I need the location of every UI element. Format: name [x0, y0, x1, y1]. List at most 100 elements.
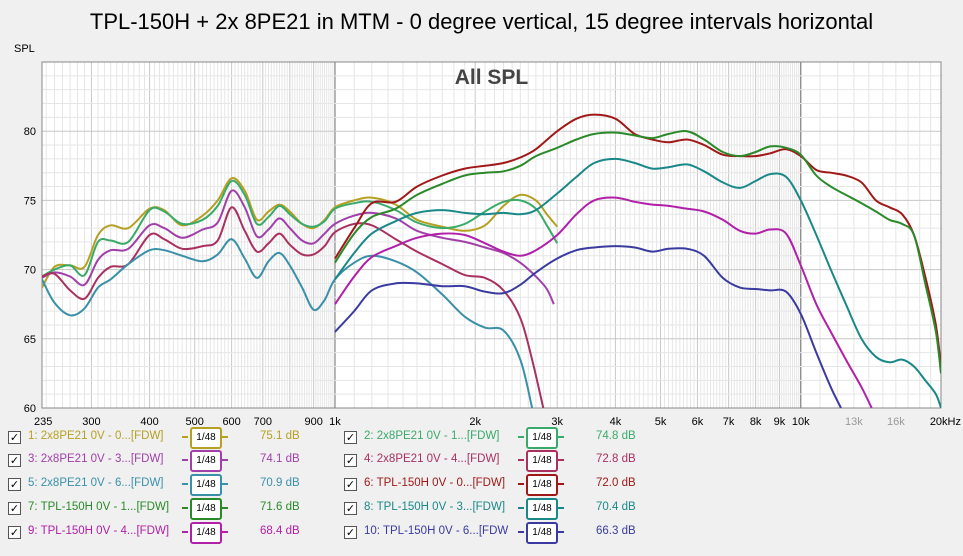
legend-level: 70.4 dB [596, 501, 636, 513]
visibility-checkbox[interactable]: ✓ [8, 526, 21, 539]
legend-swatch-right [222, 483, 228, 485]
legend-level: 72.0 dB [596, 477, 636, 489]
x-tick-label: 235 [34, 416, 52, 428]
legend-item[interactable]: ✓ 4: 2x8PE21 0V - 4...[FDW] 1/48 72.8 dB [344, 450, 674, 472]
legend-swatch-left [518, 483, 524, 485]
legend-series-name: 1: 2x8PE21 0V - 0...[FDW] [28, 430, 164, 442]
y-tick-label: 65 [24, 334, 36, 346]
legend-series-name: 5: 2x8PE21 0V - 6...[FDW] [28, 477, 164, 489]
legend-item[interactable]: ✓ 6: TPL-150H 0V - 0...[FDW] 1/48 72.0 dB [344, 474, 674, 496]
series-group [42, 113, 941, 408]
legend-item[interactable]: ✓ 10: TPL-150H 0V - 6...[FDW 1/48 66.3 dB [344, 522, 674, 544]
visibility-checkbox[interactable]: ✓ [344, 526, 357, 539]
legend-swatch-right [558, 483, 564, 485]
axis-labels: All SPL SPL 60 65 70 75 80 235 300 400 500 600 700 90… [14, 43, 961, 428]
legend-swatch-right [222, 531, 228, 533]
legend-level: 70.9 dB [260, 477, 300, 489]
series-line-1 [42, 177, 558, 289]
legend-swatch-right [222, 507, 228, 509]
visibility-checkbox[interactable]: ✓ [8, 431, 21, 444]
smoothing-button[interactable]: 1/48 [190, 474, 222, 496]
legend-level: 72.8 dB [596, 453, 636, 465]
smoothing-button[interactable]: 1/48 [526, 498, 558, 520]
smoothing-button[interactable]: 1/48 [190, 427, 222, 449]
visibility-checkbox[interactable]: ✓ [344, 502, 357, 515]
smoothing-button[interactable]: 1/48 [190, 522, 222, 544]
plot-frame [41, 61, 942, 409]
chart-title: All SPL [455, 66, 529, 89]
legend-swatch-left [518, 459, 524, 461]
visibility-checkbox[interactable]: ✓ [344, 431, 357, 444]
x-tick-label: 4k [610, 416, 622, 428]
series-line-8 [334, 157, 941, 408]
x-tick-label: 600 [222, 416, 240, 428]
legend-swatch-right [558, 531, 564, 533]
legend-item[interactable]: ✓ 2: 2x8PE21 0V - 1...[FDW] 1/48 74.8 dB [344, 427, 674, 449]
x-tick-label: 2k [469, 416, 481, 428]
legend-swatch-right [558, 507, 564, 509]
legend-series-name: 7: TPL-150H 0V - 1...[FDW] [28, 501, 170, 513]
legend-swatch-left [182, 436, 188, 438]
series-line-6 [334, 113, 941, 367]
legend-level: 75.1 dB [260, 430, 300, 442]
visibility-checkbox[interactable]: ✓ [344, 454, 357, 467]
visibility-checkbox[interactable]: ✓ [8, 454, 21, 467]
x-tick-label: 6k [692, 416, 704, 428]
x-tick-label: 3k [551, 416, 563, 428]
x-tick-label: 13k [845, 416, 863, 428]
visibility-checkbox[interactable]: ✓ [344, 478, 357, 491]
x-tick-label: 8k [750, 416, 762, 428]
legend-item[interactable]: ✓ 5: 2x8PE21 0V - 6...[FDW] 1/48 70.9 dB [8, 474, 338, 496]
series-line-7 [334, 130, 941, 374]
smoothing-button[interactable]: 1/48 [526, 522, 558, 544]
smoothing-button[interactable]: 1/48 [526, 474, 558, 496]
series-line-10 [334, 245, 842, 408]
legend-swatch-left [518, 507, 524, 509]
legend-swatch-left [182, 483, 188, 485]
legend-level: 74.8 dB [596, 430, 636, 442]
legend-series-name: 2: 2x8PE21 0V - 1...[FDW] [364, 430, 500, 442]
y-tick-label: 60 [24, 403, 36, 415]
visibility-checkbox[interactable]: ✓ [8, 502, 21, 515]
legend-series-name: 4: 2x8PE21 0V - 4...[FDW] [364, 453, 500, 465]
legend-swatch-left [182, 531, 188, 533]
legend-swatch-right [558, 436, 564, 438]
smoothing-button[interactable]: 1/48 [526, 427, 558, 449]
y-tick-label: 70 [24, 265, 36, 277]
x-tick-label: 9k [774, 416, 786, 428]
series-line-9 [334, 196, 873, 408]
visibility-checkbox[interactable]: ✓ [8, 478, 21, 491]
legend-series-name: 10: TPL-150H 0V - 6...[FDW [364, 525, 509, 537]
smoothing-button[interactable]: 1/48 [190, 450, 222, 472]
x-tick-label: 10k [792, 416, 810, 428]
x-tick-label: 400 [140, 416, 158, 428]
series-line-4 [42, 206, 545, 408]
legend-swatch-left [518, 436, 524, 438]
legend-series-name: 9: TPL-150H 0V - 4...[FDW] [28, 525, 170, 537]
legend-item[interactable]: ✓ 9: TPL-150H 0V - 4...[FDW] 1/48 68.4 dB [8, 522, 338, 544]
x-tick-label: 16k [887, 416, 905, 428]
x-tick-label: 300 [82, 416, 100, 428]
series-line-5 [42, 238, 534, 408]
legend-swatch-left [518, 531, 524, 533]
series-line-2 [42, 179, 559, 278]
page-title: TPL-150H + 2x 8PE21 in MTM - 0 degree ve… [89, 9, 874, 34]
y-tick-label: 80 [24, 126, 36, 138]
legend-item[interactable]: ✓ 3: 2x8PE21 0V - 3...[FDW] 1/48 74.1 dB [8, 450, 338, 472]
smoothing-button[interactable]: 1/48 [190, 498, 222, 520]
x-tick-label: 7k [723, 416, 735, 428]
legend-item[interactable]: ✓ 1: 2x8PE21 0V - 0...[FDW] 1/48 75.1 dB [8, 427, 338, 449]
y-tick-label: 75 [24, 195, 36, 207]
legend-level: 68.4 dB [260, 525, 300, 537]
x-tick-label: 500 [186, 416, 204, 428]
legend-swatch-right [558, 459, 564, 461]
smoothing-button[interactable]: 1/48 [526, 450, 558, 472]
legend-swatch-right [222, 436, 228, 438]
legend-swatch-left [182, 507, 188, 509]
legend-item[interactable]: ✓ 8: TPL-150H 0V - 3...[FDW] 1/48 70.4 dB [344, 498, 674, 520]
y-axis-label: SPL [14, 43, 35, 55]
legend-item[interactable]: ✓ 7: TPL-150H 0V - 1...[FDW] 1/48 71.6 dB [8, 498, 338, 520]
legend-series-name: 6: TPL-150H 0V - 0...[FDW] [364, 477, 506, 489]
x-tick-label: 20kHz [930, 416, 961, 428]
